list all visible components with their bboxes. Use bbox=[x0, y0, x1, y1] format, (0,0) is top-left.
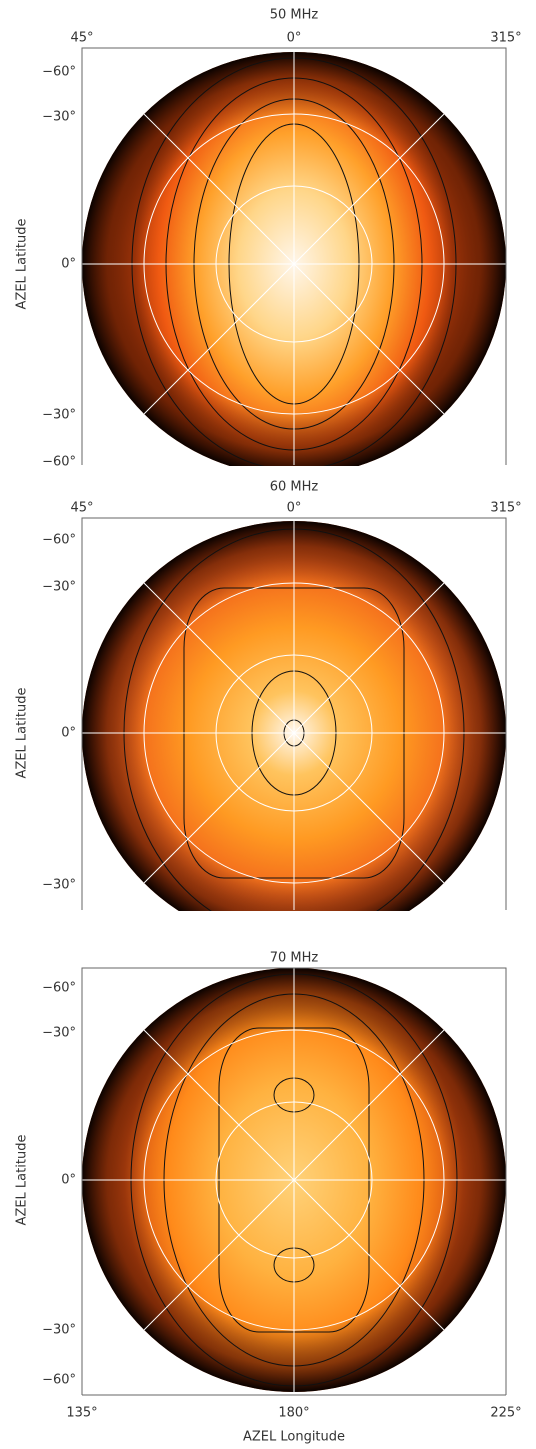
y-axis-label: AZEL Latitude bbox=[15, 688, 30, 779]
left-label: −60° bbox=[42, 533, 76, 548]
left-label: −60° bbox=[42, 65, 76, 80]
grid-line bbox=[143, 1029, 445, 1331]
left-label: −60° bbox=[42, 981, 76, 996]
left-labels: −60° −30° 0° −30° −60° bbox=[42, 981, 76, 1388]
left-label: 0° bbox=[61, 726, 76, 741]
left-labels: −60° −30° 0° −30° −60° bbox=[42, 65, 76, 470]
y-axis-label: AZEL Latitude bbox=[15, 1135, 30, 1226]
left-label: 0° bbox=[61, 1173, 76, 1188]
top-label: 315° bbox=[490, 501, 521, 516]
frame bbox=[81, 967, 507, 1395]
left-label: −30° bbox=[42, 110, 76, 125]
top-label: 45° bbox=[70, 31, 93, 46]
panel-title: 70 MHz bbox=[270, 951, 319, 966]
panel bbox=[82, 968, 506, 1395]
left-label: −30° bbox=[42, 1323, 76, 1338]
frame bbox=[81, 47, 507, 465]
left-label: 0° bbox=[61, 257, 76, 272]
left-label: −60° bbox=[42, 1373, 76, 1388]
panel bbox=[82, 48, 506, 466]
top-label: 45° bbox=[70, 501, 93, 516]
grid-line bbox=[143, 582, 445, 884]
left-label: −30° bbox=[42, 580, 76, 595]
y-axis-label: AZEL Latitude bbox=[15, 219, 30, 310]
bottom-label: 180° bbox=[278, 1406, 309, 1421]
panel-title: 60 MHz bbox=[270, 480, 319, 495]
grid-line bbox=[143, 113, 445, 415]
left-label: −30° bbox=[42, 1026, 76, 1041]
left-label: −60° bbox=[42, 455, 76, 470]
left-label: −30° bbox=[42, 878, 76, 893]
left-label: −30° bbox=[42, 408, 76, 423]
top-label: 0° bbox=[287, 501, 302, 516]
panel-title: 50 MHz bbox=[270, 8, 319, 23]
top-label: 315° bbox=[490, 31, 521, 46]
bottom-label: 135° bbox=[66, 1406, 97, 1421]
top-label: 0° bbox=[287, 31, 302, 46]
x-axis-label: AZEL Longitude bbox=[243, 1430, 345, 1445]
frame bbox=[81, 517, 507, 910]
left-labels: −60° −30° 0° −30° bbox=[42, 533, 76, 893]
bottom-label: 225° bbox=[490, 1406, 521, 1421]
panel bbox=[82, 518, 506, 911]
